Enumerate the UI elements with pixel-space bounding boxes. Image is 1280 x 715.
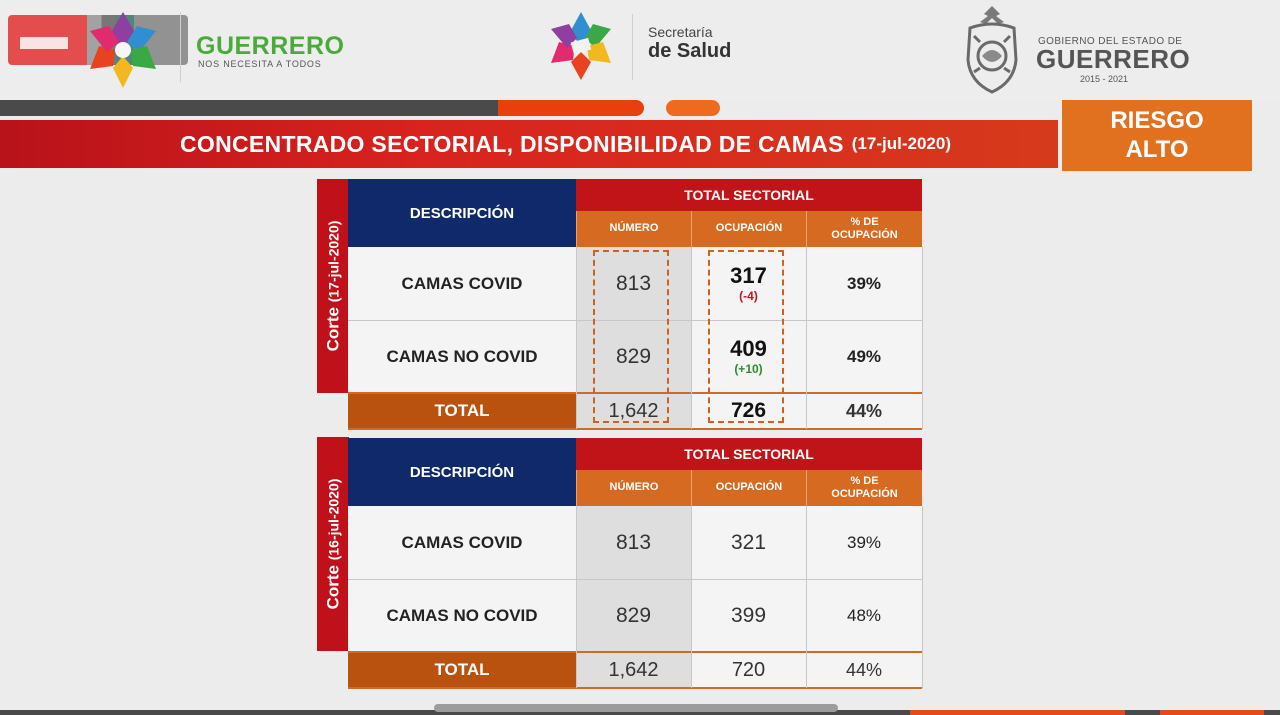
total-sectorial-header: TOTAL SECTORIAL — [576, 179, 922, 211]
header: GUERRERO NOS NECESITA A TODOS Secretaría… — [0, 0, 1280, 100]
row-label-camas-covid: CAMAS COVID — [348, 247, 576, 320]
ocupacion-value: 317 — [730, 262, 767, 288]
total-row-label: TOTAL — [348, 652, 576, 688]
row-label-camas-no-covid: CAMAS NO COVID — [348, 320, 576, 393]
col-pct-line2: OCUPACIÓN — [831, 229, 898, 241]
footer-strip-red — [1160, 710, 1264, 715]
total-pct: 44% — [806, 652, 922, 688]
grid-line — [922, 506, 923, 688]
col-pct-line2: OCUPACIÓN — [831, 488, 898, 500]
ocupacion-camas-covid: 321 — [691, 506, 806, 579]
grid-line — [806, 506, 807, 688]
col-ocupacion-header: OCUPACIÓN — [691, 470, 806, 506]
grid-line — [922, 247, 923, 429]
col-pct-header: % DE OCUPACIÓN — [806, 470, 922, 506]
row-label-camas-no-covid: CAMAS NO COVID — [348, 579, 576, 652]
pct-camas-covid: 39% — [806, 247, 922, 320]
salud-title-line2: de Salud — [648, 40, 732, 62]
footer-strip-red — [910, 710, 1125, 715]
col-numero-header: NÚMERO — [576, 211, 691, 247]
grid-line — [348, 392, 922, 394]
header-strip-dark — [0, 100, 500, 116]
description-header: DESCRIPCIÓN — [348, 438, 576, 506]
col-pct-line1: % DE — [850, 215, 879, 228]
risk-line2: ALTO — [1125, 135, 1189, 163]
gobierno-line2: GUERRERO — [1036, 44, 1191, 74]
col-pct-line1: % DE — [850, 474, 879, 487]
risk-line1: RIESGO — [1110, 106, 1204, 134]
header-strip-red — [498, 100, 644, 116]
cut-date: (16-jul-2020) — [325, 478, 341, 561]
grid-line — [348, 428, 922, 430]
bed-table-previous: DESCRIPCIÓN TOTAL SECTORIAL NÚMERO OCUPA… — [348, 438, 923, 689]
footer-strip — [0, 710, 1280, 715]
gobierno-line1: GOBIERNO DEL ESTADO DE — [1038, 36, 1183, 47]
ocupacion-camas-covid: 317 (-4) — [691, 247, 806, 320]
description-header: DESCRIPCIÓN — [348, 179, 576, 247]
bed-table-current: DESCRIPCIÓN TOTAL SECTORIAL NÚMERO OCUPA… — [348, 179, 923, 430]
grid-line — [576, 247, 577, 429]
cut-prefix: Corte — [323, 307, 342, 352]
grid-line — [348, 651, 922, 653]
numero-camas-covid: 813 — [576, 506, 691, 579]
col-ocupacion-header: OCUPACIÓN — [691, 211, 806, 247]
cut-date: (17-jul-2020) — [325, 220, 341, 303]
state-crest-icon — [966, 6, 1018, 94]
cut-prefix: Corte — [323, 565, 342, 610]
guerrero-tagline: NOS NECESITA A TODOS — [198, 59, 322, 69]
page-title-date: (17-jul-2020) — [851, 134, 951, 153]
grid-line — [348, 579, 922, 580]
row-label-camas-covid: CAMAS COVID — [348, 506, 576, 579]
grid-line — [348, 320, 922, 321]
grid-line — [691, 247, 692, 429]
cut-label-current: Corte (17-jul-2020) — [317, 179, 349, 393]
col-pct-header: % DE OCUPACIÓN — [806, 211, 922, 247]
secretaria-salud-logo-icon — [551, 12, 611, 80]
pct-camas-no-covid: 49% — [806, 320, 922, 393]
total-row-label: TOTAL — [348, 393, 576, 429]
ocupacion-delta: (-4) — [739, 288, 758, 303]
divider — [632, 14, 633, 80]
salud-title-line1: Secretaría — [648, 24, 713, 40]
pct-camas-no-covid: 48% — [806, 579, 922, 652]
gobierno-years: 2015 - 2021 — [1080, 74, 1129, 84]
col-numero-header: NÚMERO — [576, 470, 691, 506]
grid-line — [348, 687, 922, 689]
grid-line — [806, 247, 807, 429]
total-numero: 1,642 — [576, 652, 691, 688]
cut-label-previous: Corte (16-jul-2020) — [317, 437, 349, 651]
numero-camas-no-covid: 829 — [576, 579, 691, 652]
ocupacion-camas-no-covid: 399 — [691, 579, 806, 652]
pct-camas-covid: 39% — [806, 506, 922, 579]
horizontal-scrollbar[interactable] — [434, 704, 838, 712]
risk-badge: RIESGO ALTO — [1062, 100, 1252, 171]
grid-line — [691, 506, 692, 688]
ocupacion-camas-no-covid: 409 (+10) — [691, 320, 806, 393]
guerrero-brand-name: GUERRERO — [196, 32, 345, 60]
total-pct: 44% — [806, 393, 922, 429]
numero-camas-no-covid: 829 — [576, 320, 691, 393]
header-strip-orange — [666, 100, 720, 116]
total-ocupacion: 720 — [691, 652, 806, 688]
page-title: CONCENTRADO SECTORIAL, DISPONIBILIDAD DE… — [180, 130, 844, 157]
divider — [180, 12, 181, 82]
ocupacion-delta: (+10) — [734, 361, 763, 376]
grid-line — [576, 506, 577, 688]
ocupacion-value: 409 — [730, 335, 767, 361]
numero-camas-covid: 813 — [576, 247, 691, 320]
total-ocupacion: 726 — [691, 393, 806, 429]
total-sectorial-header: TOTAL SECTORIAL — [576, 438, 922, 470]
title-bar: CONCENTRADO SECTORIAL, DISPONIBILIDAD DE… — [0, 120, 1058, 168]
total-numero: 1,642 — [576, 393, 691, 429]
guerrero-flower-logo-icon — [90, 12, 156, 88]
